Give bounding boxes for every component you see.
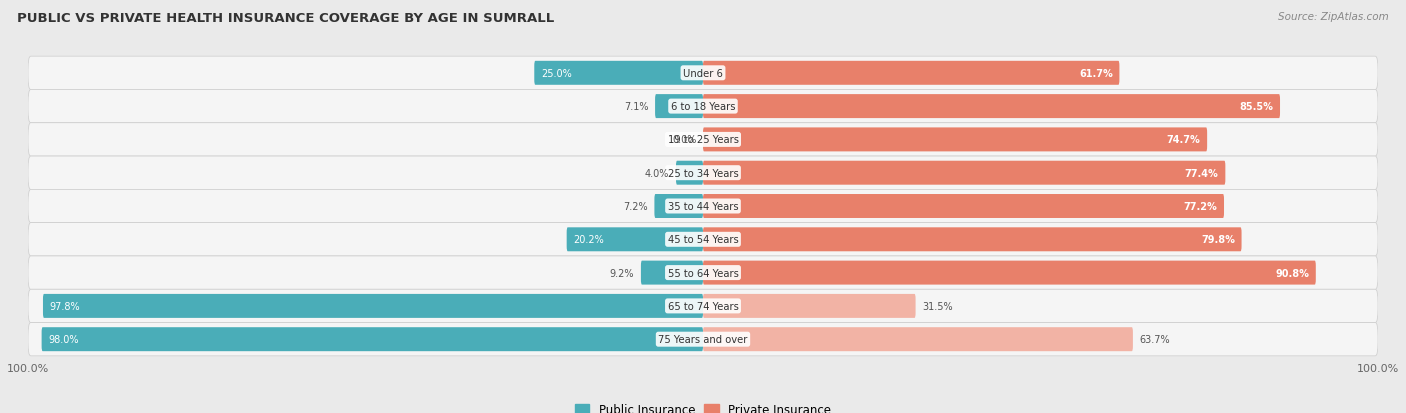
FancyBboxPatch shape — [654, 195, 703, 218]
Text: 65 to 74 Years: 65 to 74 Years — [668, 301, 738, 311]
Text: 9.2%: 9.2% — [610, 268, 634, 278]
FancyBboxPatch shape — [534, 62, 703, 85]
Text: 19 to 25 Years: 19 to 25 Years — [668, 135, 738, 145]
FancyBboxPatch shape — [703, 95, 1279, 119]
FancyBboxPatch shape — [703, 62, 1119, 85]
Text: PUBLIC VS PRIVATE HEALTH INSURANCE COVERAGE BY AGE IN SUMRALL: PUBLIC VS PRIVATE HEALTH INSURANCE COVER… — [17, 12, 554, 25]
FancyBboxPatch shape — [28, 90, 1378, 123]
Text: 0.0%: 0.0% — [672, 135, 696, 145]
Text: 6 to 18 Years: 6 to 18 Years — [671, 102, 735, 112]
FancyBboxPatch shape — [655, 95, 703, 119]
FancyBboxPatch shape — [28, 123, 1378, 157]
Text: 75 Years and over: 75 Years and over — [658, 335, 748, 344]
Text: 98.0%: 98.0% — [48, 335, 79, 344]
FancyBboxPatch shape — [703, 195, 1225, 218]
FancyBboxPatch shape — [703, 261, 1316, 285]
Text: 77.4%: 77.4% — [1185, 168, 1219, 178]
Text: 31.5%: 31.5% — [922, 301, 953, 311]
Text: 63.7%: 63.7% — [1140, 335, 1170, 344]
FancyBboxPatch shape — [44, 294, 703, 318]
Text: 20.2%: 20.2% — [574, 235, 605, 245]
FancyBboxPatch shape — [703, 328, 1133, 351]
Text: 90.8%: 90.8% — [1275, 268, 1309, 278]
FancyBboxPatch shape — [28, 223, 1378, 256]
FancyBboxPatch shape — [28, 157, 1378, 190]
Text: 35 to 44 Years: 35 to 44 Years — [668, 202, 738, 211]
FancyBboxPatch shape — [703, 228, 1241, 252]
Text: 25.0%: 25.0% — [541, 69, 572, 78]
Text: 79.8%: 79.8% — [1201, 235, 1234, 245]
Text: 55 to 64 Years: 55 to 64 Years — [668, 268, 738, 278]
Text: Source: ZipAtlas.com: Source: ZipAtlas.com — [1278, 12, 1389, 22]
Text: 77.2%: 77.2% — [1184, 202, 1218, 211]
Text: 74.7%: 74.7% — [1167, 135, 1201, 145]
FancyBboxPatch shape — [703, 161, 1226, 185]
FancyBboxPatch shape — [641, 261, 703, 285]
Text: 85.5%: 85.5% — [1240, 102, 1274, 112]
FancyBboxPatch shape — [42, 328, 703, 351]
FancyBboxPatch shape — [28, 323, 1378, 356]
FancyBboxPatch shape — [703, 128, 1208, 152]
Text: Under 6: Under 6 — [683, 69, 723, 78]
Text: 61.7%: 61.7% — [1078, 69, 1112, 78]
Text: 25 to 34 Years: 25 to 34 Years — [668, 168, 738, 178]
FancyBboxPatch shape — [703, 294, 915, 318]
FancyBboxPatch shape — [28, 256, 1378, 290]
Legend: Public Insurance, Private Insurance: Public Insurance, Private Insurance — [571, 398, 835, 413]
FancyBboxPatch shape — [28, 57, 1378, 90]
FancyBboxPatch shape — [567, 228, 703, 252]
Text: 45 to 54 Years: 45 to 54 Years — [668, 235, 738, 245]
Text: 7.2%: 7.2% — [623, 202, 648, 211]
Text: 4.0%: 4.0% — [645, 168, 669, 178]
FancyBboxPatch shape — [28, 290, 1378, 323]
FancyBboxPatch shape — [676, 161, 703, 185]
Text: 7.1%: 7.1% — [624, 102, 648, 112]
FancyBboxPatch shape — [28, 190, 1378, 223]
Text: 97.8%: 97.8% — [49, 301, 80, 311]
